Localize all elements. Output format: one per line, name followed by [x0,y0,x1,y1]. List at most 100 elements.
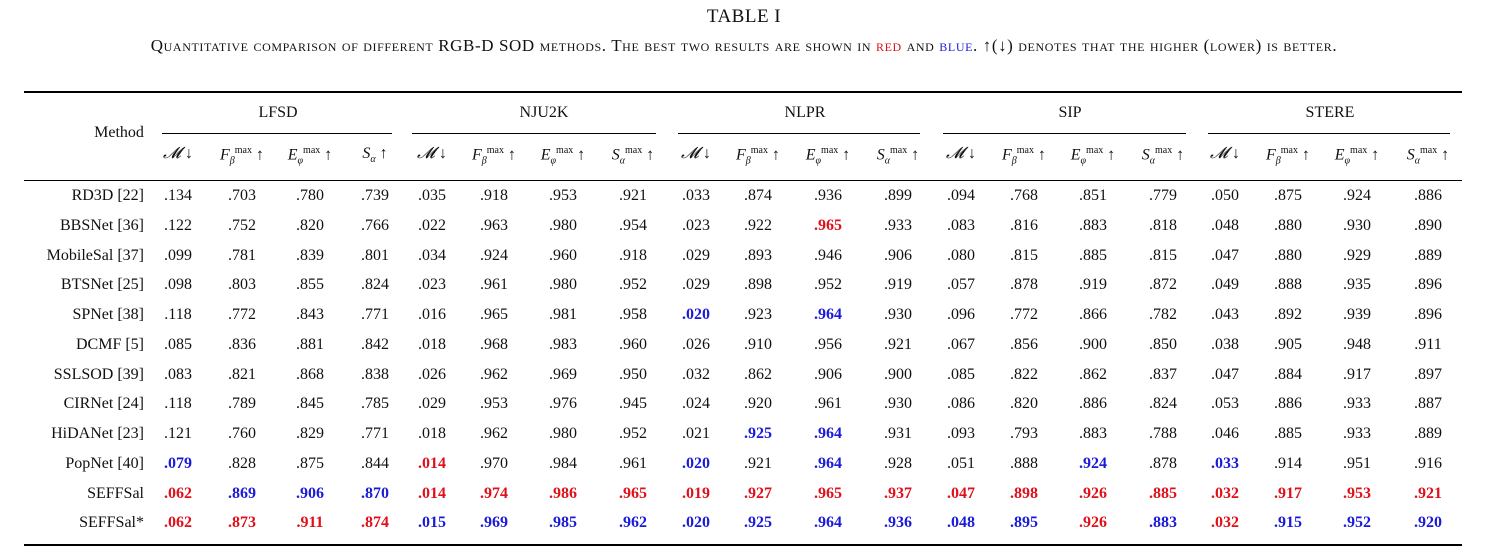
table-cell: .910 [744,335,772,353]
method-name: BTSNet [25] [60,276,144,294]
dataset-header: LFSD [258,104,298,121]
table-cell: .964 [814,306,842,323]
table-cell: .878 [1010,276,1038,294]
table-cell: .850 [1149,335,1177,353]
table-cell: .029 [418,395,446,413]
table-cell: .885 [1274,425,1302,442]
table-cell: .079 [164,454,192,472]
table-cell: .930 [884,395,912,413]
table-cell: .893 [744,246,772,264]
table-cell: .928 [884,454,912,472]
table-cell: .098 [164,276,192,294]
table-cell: .953 [480,395,508,413]
e-measure-header: Eφmax ↑ [1334,145,1380,167]
table-cell: .926 [1079,514,1107,532]
table-cell: .033 [682,187,710,204]
table-cell: .889 [1414,246,1442,264]
table-cell: .816 [1010,216,1038,234]
e-measure-header: Eφmax ↑ [540,145,586,167]
table-cell: .703 [228,187,256,204]
table-cell: .029 [682,246,710,264]
table-cell: .018 [418,335,446,353]
table-cell: .779 [1149,187,1177,204]
table-cell: .022 [418,216,446,234]
table-cell: .956 [814,335,842,353]
table-cell: .032 [1211,514,1239,532]
dataset-header-rule [162,133,392,134]
table-cell: .739 [361,187,389,204]
table-cell: .048 [1211,216,1239,234]
table-cell: .961 [619,454,647,472]
table-cell: .868 [296,365,324,383]
table-cell: .918 [480,187,508,204]
s-measure-header: Sαmax ↑ [1141,145,1185,167]
table-cell: .924 [1079,454,1107,472]
e-measure-header: Eφmax ↑ [287,145,333,167]
table-title: TABLE I [706,6,782,27]
table-cell: .963 [480,216,508,234]
table-cell: .900 [1079,335,1107,353]
table-cell: .945 [619,395,647,413]
table-cell: .976 [549,395,577,413]
table-cell: .021 [682,425,710,442]
table-cell: .935 [1343,276,1371,294]
table-cell: .888 [1010,454,1038,472]
method-name: RD3D [22] [71,187,144,204]
table-cell: .964 [814,514,842,532]
dataset-header: NJU2K [519,104,569,121]
table-cell: .964 [814,425,842,442]
table-cell: .122 [164,216,192,234]
f-measure-header: Fβmax ↑ [736,145,780,167]
table-cell: .927 [744,484,772,502]
table-cell: .980 [549,276,577,294]
table-cell: .965 [814,484,842,502]
table-cell: .919 [884,276,912,294]
table-cell: .924 [1343,187,1371,204]
table-cell: .869 [228,484,256,502]
table-cell: .047 [1211,246,1239,264]
table-cell: .118 [164,306,192,323]
table-cell: .969 [480,514,508,532]
f-measure-header: Fβmax ↑ [1266,145,1310,167]
table-cell: .950 [619,365,647,383]
table-cell: .080 [947,246,975,264]
method-name: DCMF [5] [75,335,144,353]
s-measure-header: Sα ↑ [362,145,388,166]
table-cell: .954 [619,216,647,234]
table-cell: .824 [1149,395,1177,413]
table-cell: .939 [1343,306,1371,323]
table-cell: .029 [682,276,710,294]
f-measure-header: Fβmax ↑ [220,145,264,167]
table-cell: .890 [1414,216,1442,234]
table-cell: .936 [814,187,842,204]
table-cell: .086 [947,395,975,413]
table-cell: .855 [296,276,324,294]
s-measure-header: Sαmax ↑ [876,145,920,167]
table-cell: .067 [947,335,975,353]
table-cell: .085 [947,365,975,383]
table-header-rule [24,180,1462,181]
mae-header: 𝓜 ↓ [1210,145,1240,162]
mae-header: 𝓜 ↓ [163,145,193,162]
table-cell: .952 [619,425,647,442]
table-cell: .878 [1149,454,1177,472]
table-cell: .837 [1149,365,1177,383]
table-cell: .883 [1079,425,1107,442]
e-measure-header: Eφmax ↑ [805,145,851,167]
table-cell: .829 [296,425,324,442]
f-measure-header: Fβmax ↑ [472,145,516,167]
table-cell: .845 [296,395,324,413]
table-cell: .962 [480,365,508,383]
method-name: MobileSal [37] [46,246,144,264]
table-cell: .875 [1274,187,1302,204]
table-cell: .046 [1211,425,1239,442]
table-cell: .896 [1414,306,1442,323]
table-cell: .032 [682,365,710,383]
table-cell: .917 [1274,484,1302,502]
table-cell: .023 [682,216,710,234]
table-cell: .952 [1343,514,1371,532]
table-cell: .118 [164,395,192,413]
table-cell: .953 [549,187,577,204]
table-cell: .921 [619,187,647,204]
table-cell: .969 [549,365,577,383]
